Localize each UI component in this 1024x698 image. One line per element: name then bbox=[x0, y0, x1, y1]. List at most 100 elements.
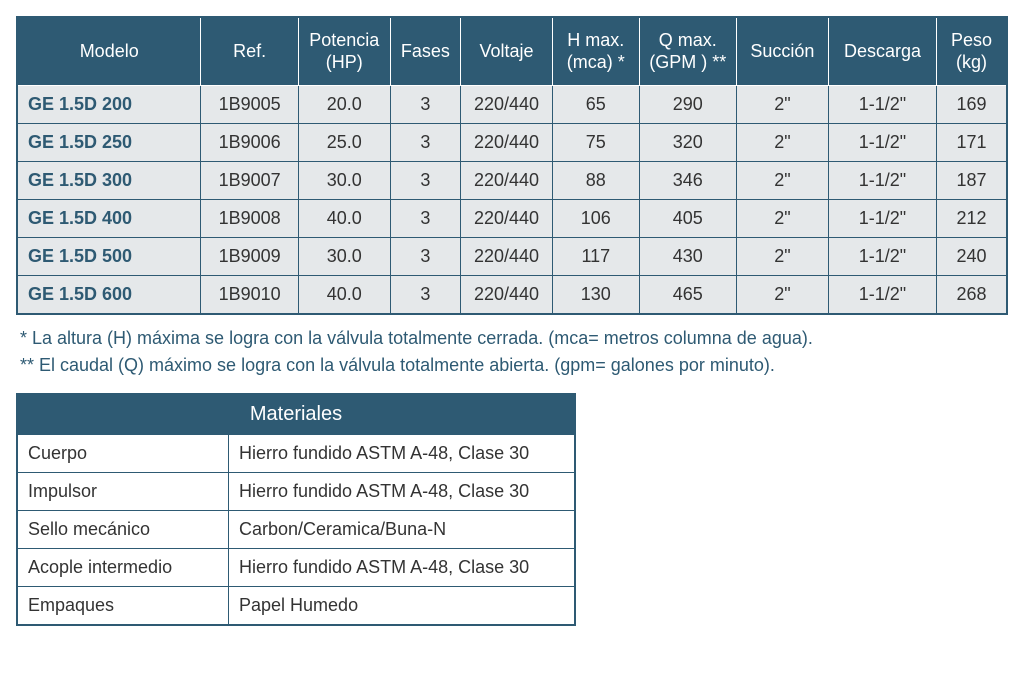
material-value: Hierro fundido ASTM A-48, Clase 30 bbox=[229, 473, 576, 511]
table-row: GE 1.5D 5001B900930.03220/4401174302"1-1… bbox=[17, 238, 1007, 276]
materials-table: Materiales CuerpoHierro fundido ASTM A-4… bbox=[16, 393, 576, 626]
cell-value: 40.0 bbox=[298, 276, 390, 315]
cell-value: 30.0 bbox=[298, 238, 390, 276]
cell-value: 40.0 bbox=[298, 200, 390, 238]
materials-row: EmpaquesPapel Humedo bbox=[17, 587, 575, 626]
material-name: Acople intermedio bbox=[17, 549, 229, 587]
cell-value: 220/440 bbox=[461, 124, 553, 162]
material-name: Cuerpo bbox=[17, 435, 229, 473]
cell-value: 171 bbox=[937, 124, 1007, 162]
table-row: GE 1.5D 3001B900730.03220/440883462"1-1/… bbox=[17, 162, 1007, 200]
col-peso: Peso(kg) bbox=[937, 17, 1007, 86]
cell-value: 25.0 bbox=[298, 124, 390, 162]
cell-value: 169 bbox=[937, 86, 1007, 124]
cell-value: 3 bbox=[390, 162, 460, 200]
cell-value: 465 bbox=[639, 276, 736, 315]
cell-value: 106 bbox=[553, 200, 640, 238]
cell-value: 220/440 bbox=[461, 86, 553, 124]
materials-body: CuerpoHierro fundido ASTM A-48, Clase 30… bbox=[17, 435, 575, 626]
material-value: Papel Humedo bbox=[229, 587, 576, 626]
cell-value: 1-1/2" bbox=[828, 200, 936, 238]
cell-value: 2" bbox=[736, 162, 828, 200]
col-voltaje: Voltaje bbox=[461, 17, 553, 86]
col-succion: Succión bbox=[736, 17, 828, 86]
material-value: Carbon/Ceramica/Buna-N bbox=[229, 511, 576, 549]
cell-value: 1-1/2" bbox=[828, 238, 936, 276]
col-fases: Fases bbox=[390, 17, 460, 86]
cell-value: 1-1/2" bbox=[828, 276, 936, 315]
col-hmax: H max.(mca) * bbox=[553, 17, 640, 86]
materials-title: Materiales bbox=[17, 394, 575, 435]
col-modelo: Modelo bbox=[17, 17, 201, 86]
cell-value: 2" bbox=[736, 124, 828, 162]
cell-value: 30.0 bbox=[298, 162, 390, 200]
cell-value: 88 bbox=[553, 162, 640, 200]
cell-value: 3 bbox=[390, 124, 460, 162]
material-name: Sello mecánico bbox=[17, 511, 229, 549]
cell-value: 240 bbox=[937, 238, 1007, 276]
cell-model: GE 1.5D 600 bbox=[17, 276, 201, 315]
table-row: GE 1.5D 2501B900625.03220/440753202"1-1/… bbox=[17, 124, 1007, 162]
cell-value: 212 bbox=[937, 200, 1007, 238]
cell-value: 3 bbox=[390, 276, 460, 315]
cell-value: 430 bbox=[639, 238, 736, 276]
cell-value: 1B9009 bbox=[201, 238, 298, 276]
cell-value: 117 bbox=[553, 238, 640, 276]
cell-value: 1-1/2" bbox=[828, 124, 936, 162]
footnote-q: ** El caudal (Q) máximo se logra con la … bbox=[20, 352, 1004, 379]
cell-value: 1B9008 bbox=[201, 200, 298, 238]
cell-value: 75 bbox=[553, 124, 640, 162]
cell-value: 130 bbox=[553, 276, 640, 315]
cell-value: 3 bbox=[390, 200, 460, 238]
cell-value: 1B9007 bbox=[201, 162, 298, 200]
materials-row: ImpulsorHierro fundido ASTM A-48, Clase … bbox=[17, 473, 575, 511]
material-value: Hierro fundido ASTM A-48, Clase 30 bbox=[229, 549, 576, 587]
cell-value: 2" bbox=[736, 86, 828, 124]
footnotes: * La altura (H) máxima se logra con la v… bbox=[20, 325, 1004, 379]
cell-value: 2" bbox=[736, 276, 828, 315]
cell-model: GE 1.5D 200 bbox=[17, 86, 201, 124]
cell-value: 2" bbox=[736, 238, 828, 276]
col-potencia: Potencia(HP) bbox=[298, 17, 390, 86]
cell-value: 3 bbox=[390, 86, 460, 124]
cell-value: 220/440 bbox=[461, 162, 553, 200]
spec-header-row: Modelo Ref. Potencia(HP) Fases Voltaje H… bbox=[17, 17, 1007, 86]
table-row: GE 1.5D 4001B900840.03220/4401064052"1-1… bbox=[17, 200, 1007, 238]
cell-value: 220/440 bbox=[461, 200, 553, 238]
cell-value: 220/440 bbox=[461, 276, 553, 315]
cell-value: 346 bbox=[639, 162, 736, 200]
footnote-h: * La altura (H) máxima se logra con la v… bbox=[20, 325, 1004, 352]
materials-row: Sello mecánicoCarbon/Ceramica/Buna-N bbox=[17, 511, 575, 549]
cell-value: 187 bbox=[937, 162, 1007, 200]
col-qmax: Q max.(GPM ) ** bbox=[639, 17, 736, 86]
cell-value: 290 bbox=[639, 86, 736, 124]
cell-model: GE 1.5D 500 bbox=[17, 238, 201, 276]
cell-model: GE 1.5D 300 bbox=[17, 162, 201, 200]
col-descarga: Descarga bbox=[828, 17, 936, 86]
table-row: GE 1.5D 2001B900520.03220/440652902"1-1/… bbox=[17, 86, 1007, 124]
cell-value: 320 bbox=[639, 124, 736, 162]
cell-value: 268 bbox=[937, 276, 1007, 315]
cell-value: 65 bbox=[553, 86, 640, 124]
cell-value: 1-1/2" bbox=[828, 86, 936, 124]
cell-model: GE 1.5D 250 bbox=[17, 124, 201, 162]
spec-body: GE 1.5D 2001B900520.03220/440652902"1-1/… bbox=[17, 86, 1007, 315]
cell-value: 1B9006 bbox=[201, 124, 298, 162]
cell-value: 220/440 bbox=[461, 238, 553, 276]
material-value: Hierro fundido ASTM A-48, Clase 30 bbox=[229, 435, 576, 473]
cell-value: 1B9005 bbox=[201, 86, 298, 124]
material-name: Impulsor bbox=[17, 473, 229, 511]
col-ref: Ref. bbox=[201, 17, 298, 86]
cell-value: 20.0 bbox=[298, 86, 390, 124]
materials-row: Acople intermedioHierro fundido ASTM A-4… bbox=[17, 549, 575, 587]
cell-model: GE 1.5D 400 bbox=[17, 200, 201, 238]
cell-value: 405 bbox=[639, 200, 736, 238]
material-name: Empaques bbox=[17, 587, 229, 626]
cell-value: 1B9010 bbox=[201, 276, 298, 315]
cell-value: 1-1/2" bbox=[828, 162, 936, 200]
cell-value: 3 bbox=[390, 238, 460, 276]
table-row: GE 1.5D 6001B901040.03220/4401304652"1-1… bbox=[17, 276, 1007, 315]
materials-row: CuerpoHierro fundido ASTM A-48, Clase 30 bbox=[17, 435, 575, 473]
cell-value: 2" bbox=[736, 200, 828, 238]
spec-table: Modelo Ref. Potencia(HP) Fases Voltaje H… bbox=[16, 16, 1008, 315]
